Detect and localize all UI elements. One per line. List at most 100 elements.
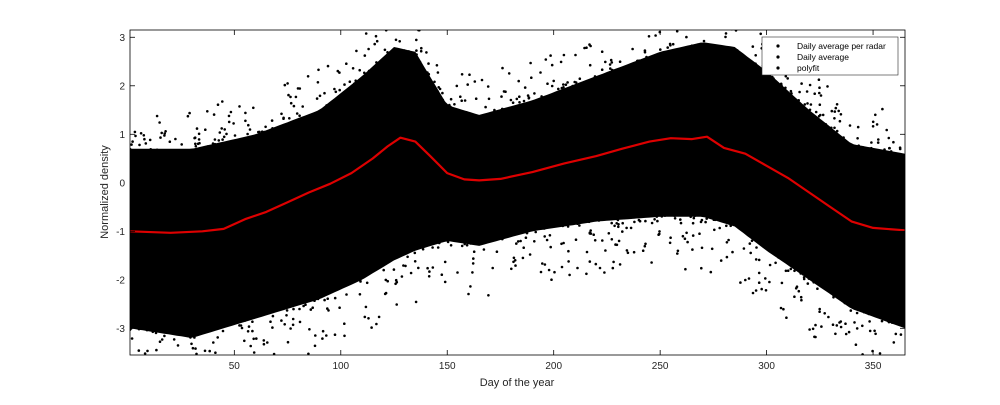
scatter-point [540, 95, 543, 98]
scatter-point [345, 62, 348, 65]
scatter-point [889, 151, 893, 154]
scatter-point [534, 230, 537, 234]
x-tick-label: 350 [865, 361, 882, 372]
scatter-point [532, 227, 535, 231]
y-tick-label: -3 [116, 324, 125, 335]
scatter-point [221, 138, 224, 141]
scatter-point [355, 49, 358, 53]
scatter-point [465, 111, 468, 114]
scatter-point [238, 105, 241, 108]
scatter-point [589, 218, 592, 222]
scatter-point [686, 240, 689, 244]
scatter-point [733, 223, 737, 226]
scatter-point [573, 85, 577, 88]
scatter-point [321, 337, 324, 340]
scatter-point [567, 260, 570, 263]
scatter-point [261, 358, 264, 361]
scatter-point [789, 267, 793, 271]
scatter-point [838, 119, 842, 123]
scatter-point [868, 320, 871, 323]
scatter-point [321, 329, 325, 333]
scatter-point [554, 92, 557, 96]
scatter-point [512, 256, 516, 260]
scatter-point [221, 329, 225, 333]
scatter-point [474, 97, 478, 100]
scatter-point [512, 260, 515, 264]
legend-label-polyfit: polyfit [797, 63, 820, 73]
scatter-point [820, 121, 824, 124]
scatter-point [333, 296, 337, 300]
scatter-point [176, 371, 179, 374]
scatter-point [298, 320, 302, 324]
scatter-point [261, 132, 265, 136]
scatter-point [855, 311, 859, 315]
scatter-point [194, 144, 198, 148]
scatter-point [550, 278, 553, 282]
scatter-point [676, 252, 679, 255]
scatter-point [885, 128, 888, 132]
scatter-point [500, 95, 503, 98]
scatter-point [835, 129, 839, 133]
scatter-point [137, 327, 141, 331]
scatter-point [831, 323, 835, 327]
scatter-point [684, 47, 687, 50]
scatter-point [725, 255, 729, 259]
scatter-point [258, 132, 261, 136]
scatter-point [195, 352, 198, 355]
scatter-point [629, 23, 632, 26]
scatter-point [317, 68, 320, 72]
scatter-point [624, 65, 628, 69]
scatter-point [579, 82, 583, 86]
scatter-point [856, 125, 860, 129]
scatter-point [871, 125, 875, 128]
scatter-point [844, 322, 847, 326]
scatter-point [172, 338, 176, 341]
scatter-point [262, 339, 266, 342]
scatter-point [334, 90, 338, 94]
legend-marker-daily-average [776, 55, 780, 59]
scatter-point [713, 17, 716, 20]
scatter-point [875, 123, 879, 126]
scatter-point [802, 277, 806, 281]
scatter-point [456, 271, 459, 274]
scatter-point [849, 309, 853, 312]
scatter-point [786, 269, 790, 273]
scatter-point [459, 95, 462, 98]
scatter-point [402, 264, 405, 267]
scatter-point [856, 137, 859, 140]
scatter-point [268, 310, 271, 314]
scatter-point [528, 228, 531, 232]
scatter-point [826, 85, 829, 88]
x-axis-label: Day of the year [480, 377, 555, 389]
scatter-point [192, 366, 195, 369]
scatter-point [759, 32, 762, 36]
scatter-point [560, 265, 564, 269]
scatter-point [364, 305, 368, 309]
scatter-point [677, 213, 680, 216]
scatter-point [790, 92, 793, 95]
scatter-point [593, 218, 597, 221]
scatter-point [130, 337, 134, 340]
scatter-point [524, 103, 527, 106]
scatter-point [189, 336, 192, 339]
scatter-point [575, 83, 578, 86]
scatter-point [467, 292, 470, 296]
scatter-point [608, 217, 612, 220]
scatter-point [509, 98, 513, 102]
scatter-point [557, 87, 560, 91]
scatter-point [289, 327, 292, 330]
scatter-point [465, 240, 469, 243]
scatter-point [436, 90, 439, 93]
scatter-point [700, 246, 704, 250]
scatter-point [668, 241, 672, 245]
scatter-point [530, 76, 533, 79]
scatter-point [139, 326, 143, 330]
scatter-point [343, 322, 346, 326]
scatter-point [742, 247, 746, 250]
scatter-point [753, 20, 756, 23]
scatter-point [566, 225, 570, 228]
scatter-point [757, 258, 761, 262]
x-tick-label: 50 [229, 361, 241, 372]
scatter-point [431, 266, 435, 269]
scatter-band [130, 42, 905, 338]
